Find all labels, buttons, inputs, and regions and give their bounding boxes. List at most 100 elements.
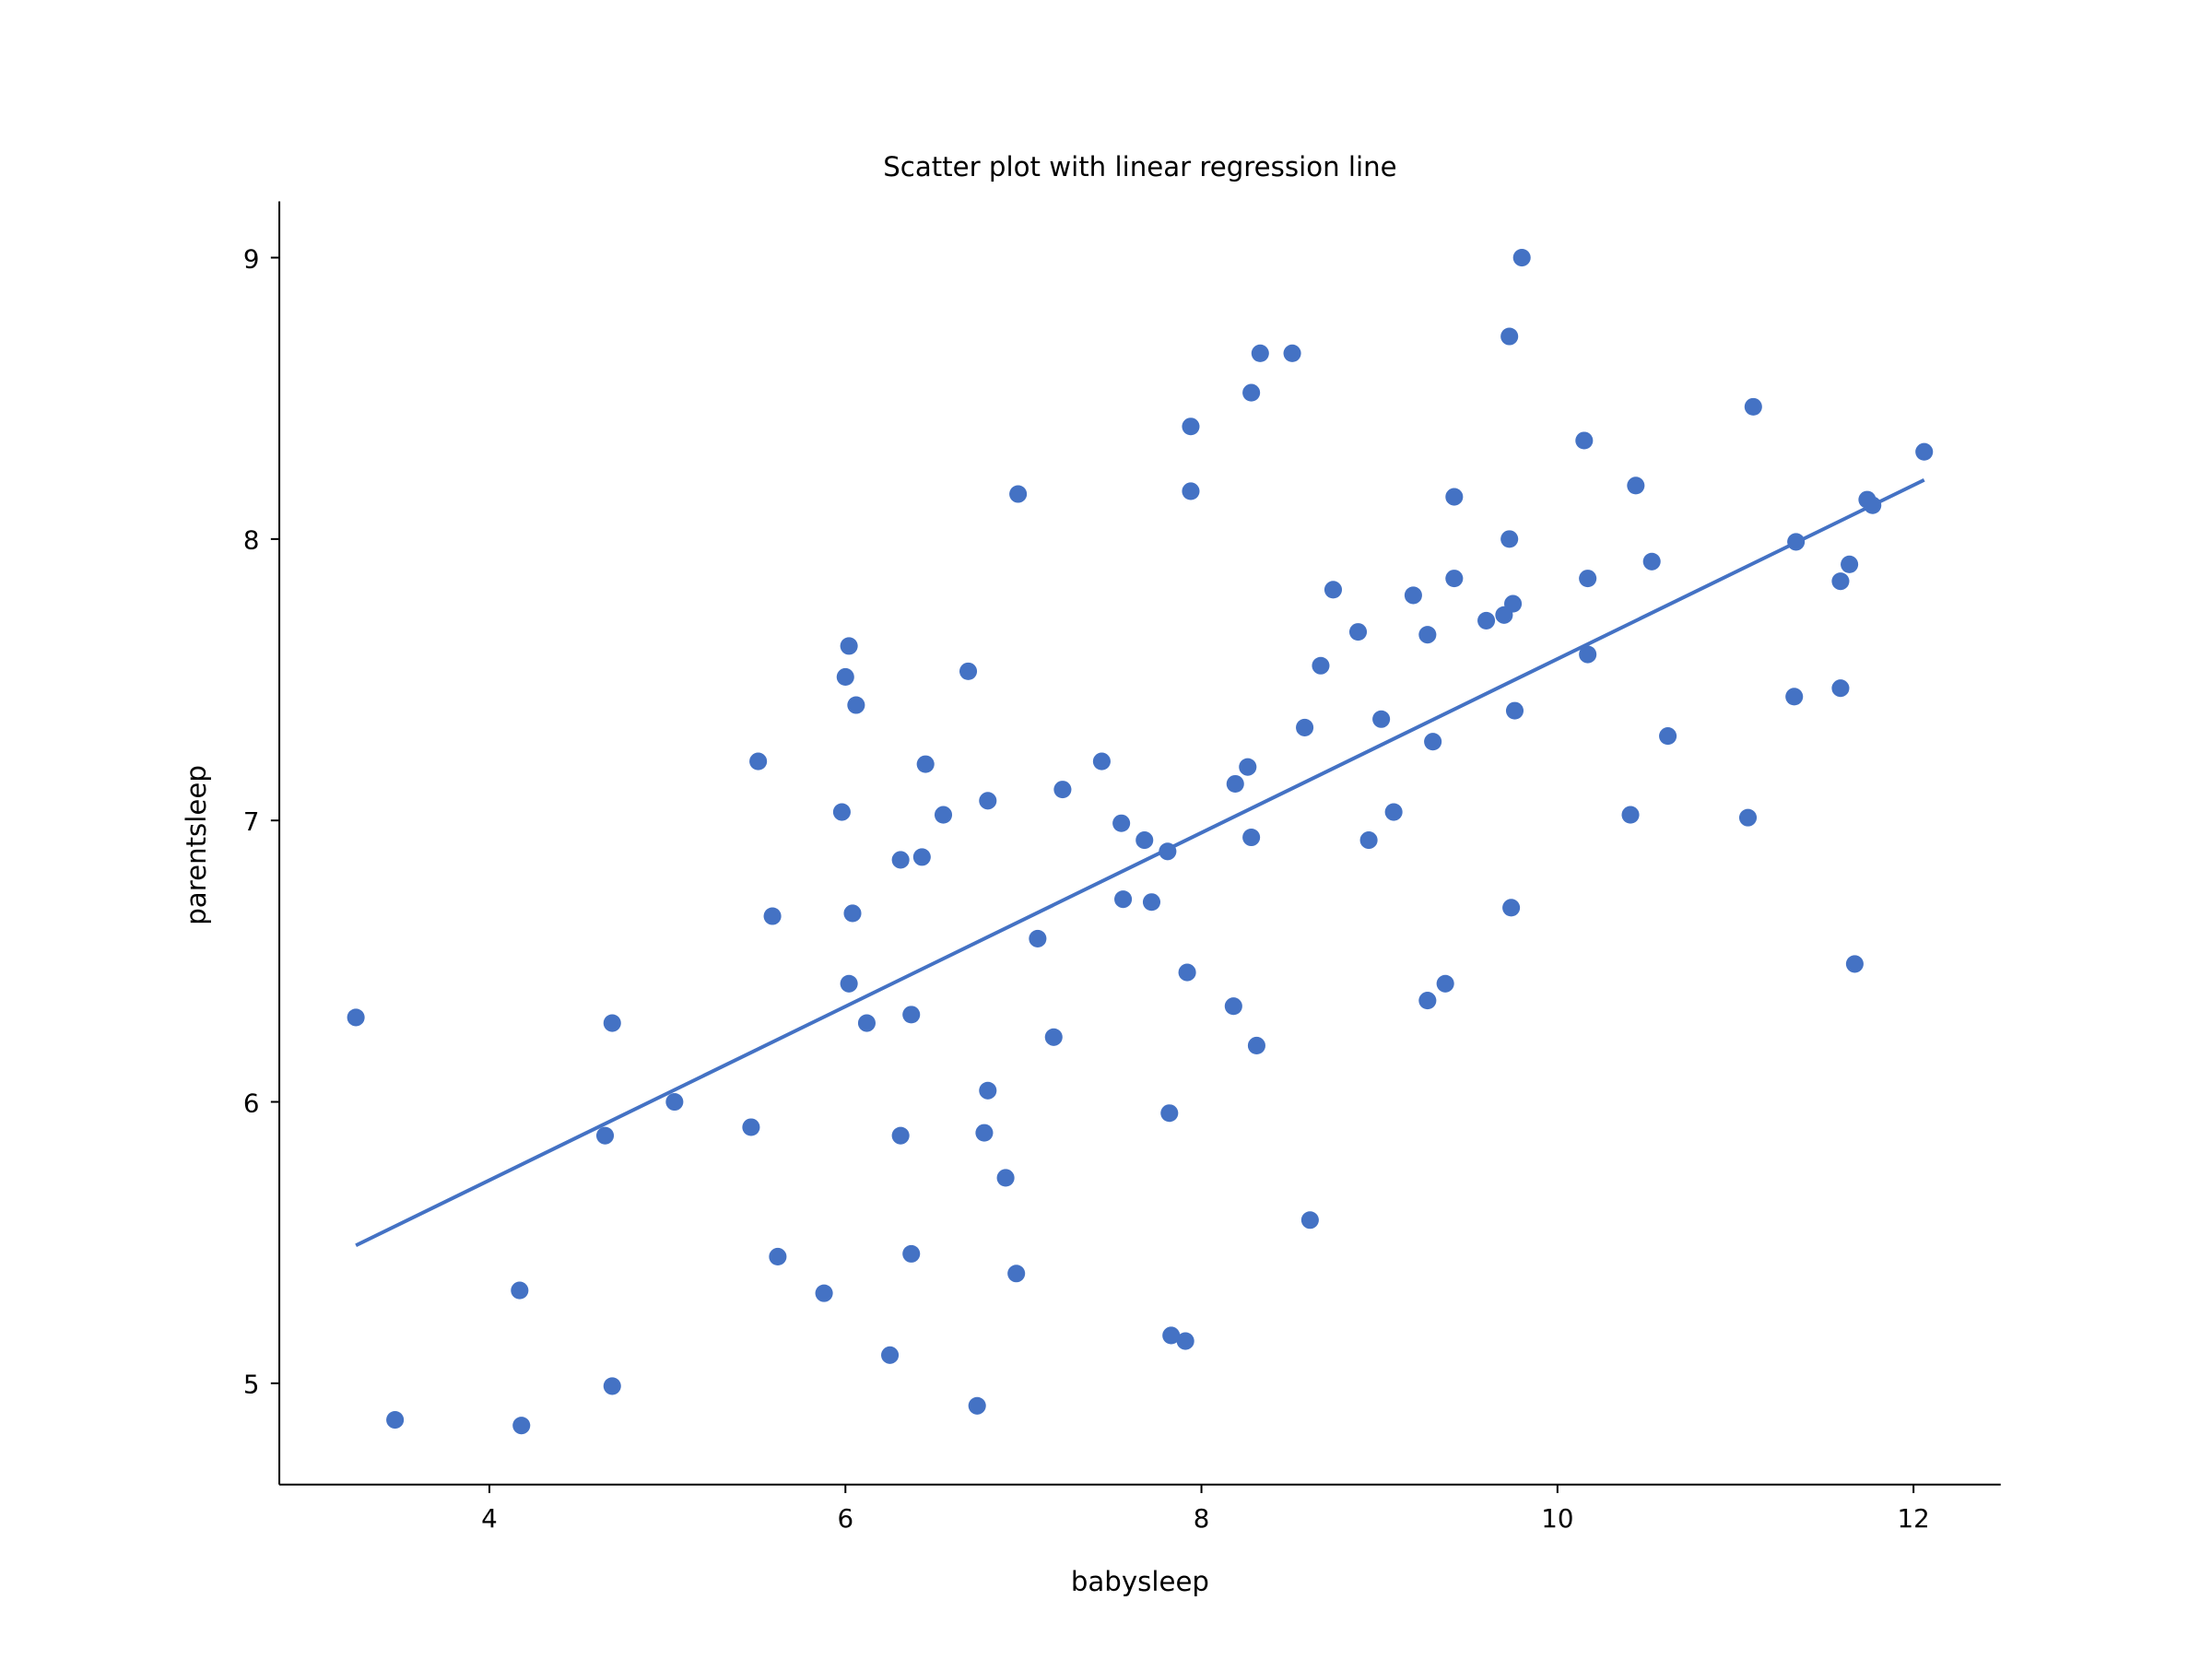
data-point <box>1500 327 1519 346</box>
data-point <box>1159 842 1177 861</box>
data-point <box>1182 418 1200 436</box>
data-point <box>1831 679 1850 698</box>
data-point <box>1744 397 1762 416</box>
data-point <box>1007 1265 1026 1283</box>
data-point <box>1845 955 1864 973</box>
data-point <box>511 1281 529 1300</box>
data-point <box>1502 899 1521 917</box>
data-point <box>1659 727 1677 746</box>
data-point <box>902 1244 921 1263</box>
x-axis-label: babysleep <box>1071 1566 1209 1597</box>
chart-title: Scatter plot with linear regression line <box>883 151 1396 182</box>
data-point <box>1224 997 1242 1016</box>
data-point <box>836 667 854 687</box>
x-tick-label: 8 <box>1194 1503 1210 1534</box>
scatter-points <box>347 248 1934 1435</box>
data-point <box>1384 803 1403 821</box>
data-point <box>1247 1036 1265 1054</box>
x-tick-label: 4 <box>481 1503 498 1534</box>
data-point <box>386 1411 405 1430</box>
data-point <box>1239 758 1257 776</box>
data-point <box>840 637 858 655</box>
data-point <box>891 1126 910 1145</box>
data-point <box>1445 570 1464 588</box>
data-point <box>1176 1332 1194 1350</box>
data-point <box>1785 688 1804 706</box>
data-point <box>1418 992 1437 1010</box>
data-point <box>1160 1104 1179 1123</box>
data-point <box>1500 530 1519 548</box>
data-point <box>1445 488 1464 506</box>
data-point <box>1324 581 1343 599</box>
data-point <box>843 904 862 923</box>
data-point <box>749 752 768 771</box>
data-point <box>1182 482 1200 500</box>
data-point <box>1312 656 1330 675</box>
data-point <box>1044 1028 1063 1046</box>
data-point <box>763 907 782 925</box>
data-point <box>832 803 851 821</box>
data-point <box>347 1008 365 1027</box>
y-axis-label: parentsleep <box>181 765 212 925</box>
data-point <box>815 1284 833 1302</box>
data-point <box>1621 806 1640 824</box>
data-point <box>1915 442 1934 461</box>
axis-ticks: 4 6 8 10 12 5 6 7 8 9 <box>243 243 1930 1534</box>
y-tick-label: 6 <box>243 1088 260 1118</box>
data-point <box>512 1417 531 1435</box>
y-tick-label: 8 <box>243 525 260 556</box>
data-point <box>1251 344 1269 362</box>
data-point <box>1575 431 1594 450</box>
data-point <box>847 696 865 714</box>
data-point <box>769 1247 787 1265</box>
data-point <box>595 1126 615 1145</box>
data-point <box>1787 533 1806 551</box>
x-tick-label: 10 <box>1541 1503 1573 1534</box>
data-point <box>1053 781 1072 799</box>
data-point <box>665 1092 684 1112</box>
data-point <box>840 974 858 993</box>
y-tick-label: 5 <box>243 1370 260 1400</box>
data-point <box>1296 718 1314 736</box>
data-point <box>1579 570 1597 588</box>
data-point <box>1372 710 1391 728</box>
data-point <box>603 1377 621 1395</box>
y-tick-label: 9 <box>243 243 260 274</box>
data-point <box>857 1014 876 1032</box>
data-point <box>1009 485 1028 503</box>
data-point <box>1092 752 1111 771</box>
data-point <box>1512 248 1531 267</box>
data-point <box>881 1346 900 1364</box>
data-point <box>979 1081 997 1100</box>
data-point <box>912 848 931 866</box>
data-point <box>1436 974 1454 993</box>
data-point <box>1142 893 1161 912</box>
data-point <box>979 792 997 810</box>
data-point <box>1831 572 1850 591</box>
data-point <box>1359 831 1378 850</box>
data-point <box>1300 1211 1319 1230</box>
data-point <box>1504 594 1523 613</box>
data-point <box>1477 611 1496 629</box>
data-point <box>1642 552 1661 571</box>
data-point <box>1135 831 1154 850</box>
data-point <box>1348 623 1368 641</box>
data-point <box>1627 477 1645 495</box>
x-tick-label: 6 <box>837 1503 853 1534</box>
data-point <box>603 1014 621 1032</box>
data-point <box>1579 645 1597 664</box>
data-point <box>1242 383 1261 402</box>
data-point <box>1404 586 1422 605</box>
y-tick-label: 7 <box>243 806 260 837</box>
regression-line <box>355 477 1925 1248</box>
data-point <box>934 806 953 824</box>
data-point <box>1112 814 1131 832</box>
data-point <box>891 851 910 869</box>
data-point <box>1505 701 1524 720</box>
data-point <box>1283 344 1301 362</box>
data-point <box>996 1169 1015 1187</box>
data-point <box>1029 929 1047 947</box>
data-point <box>1114 890 1133 909</box>
data-point <box>1738 808 1758 827</box>
